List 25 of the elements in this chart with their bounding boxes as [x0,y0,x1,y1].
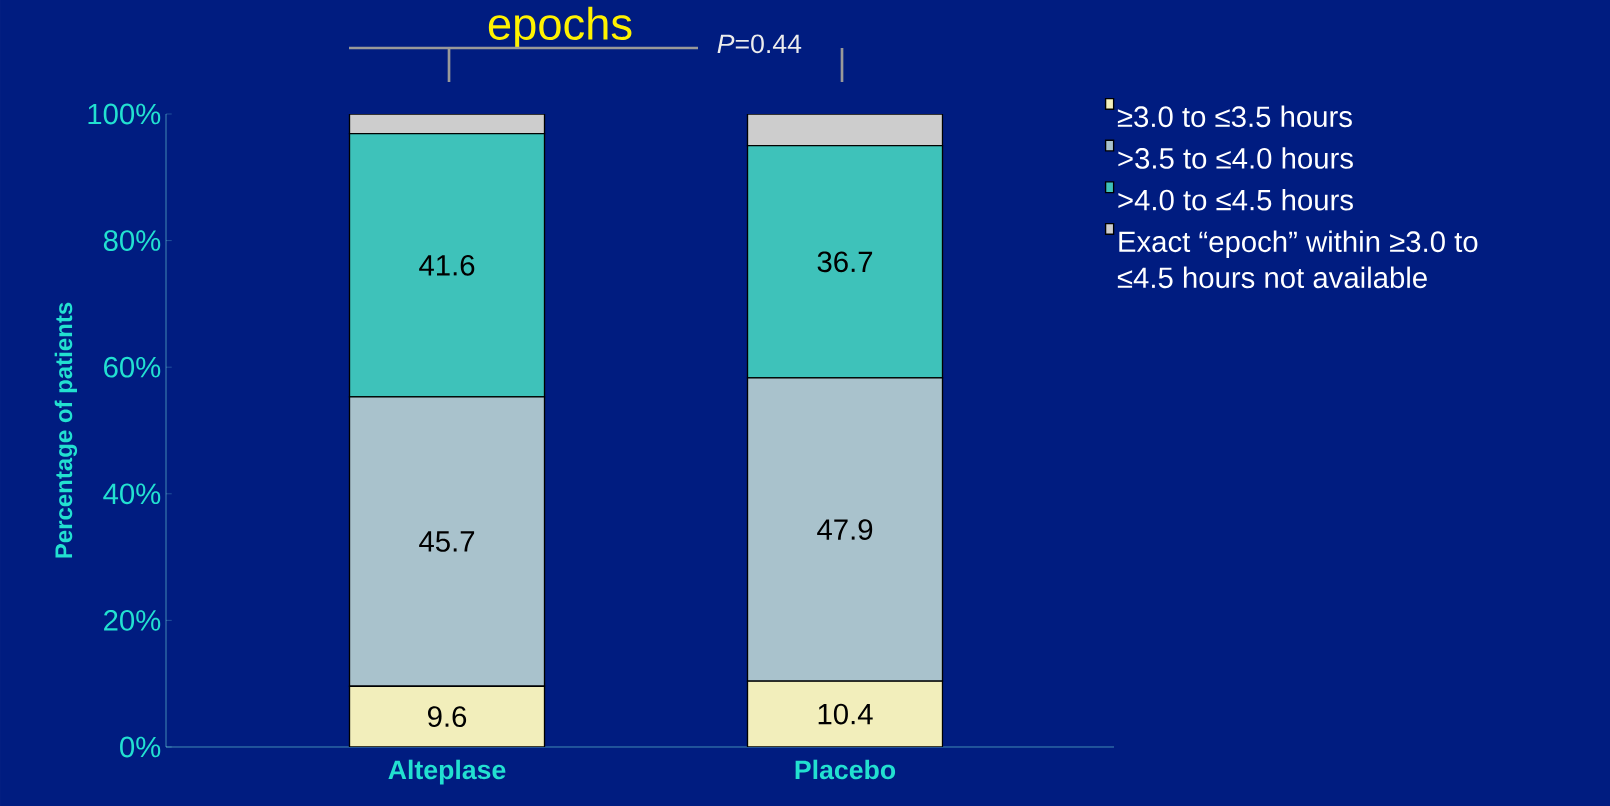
y-axis-title: Percentage of patients [54,302,78,558]
legend-label: >4.0 to ≤4.5 hours [1118,188,1353,211]
y-tick-label: 80% [103,230,161,251]
legend-label: ≥3.0 to ≤3.5 hours [1117,105,1352,128]
bar [746,680,944,747]
chart-title: epochs [488,6,632,49]
data-label: 9.6 [428,706,467,727]
legend-label: Exact “epoch” within ≥3.0 to ≤4.5 hours not available [1117,230,1478,289]
bar [348,685,546,747]
bar [746,113,944,147]
y-tick-label: 100% [88,103,161,125]
x-tick-label: Alteplase [388,759,506,785]
y-tick-label: 40% [103,483,161,505]
data-label: 10.4 [818,703,873,725]
y-tick-label: 20% [104,609,161,631]
bar [348,113,546,135]
legend-label: >3.5 to ≤4.0 hours [1118,147,1353,169]
data-label: 45.7 [419,531,475,552]
y-tick-label: 0% [120,736,161,758]
data-label: 41.6 [419,254,475,276]
text: P=0.44 [717,34,802,54]
data-label: 47.9 [817,519,873,540]
y-tick-label: 60% [104,356,161,378]
data-label: 36.7 [817,251,873,273]
x-tick-label: Placebo [795,759,896,780]
